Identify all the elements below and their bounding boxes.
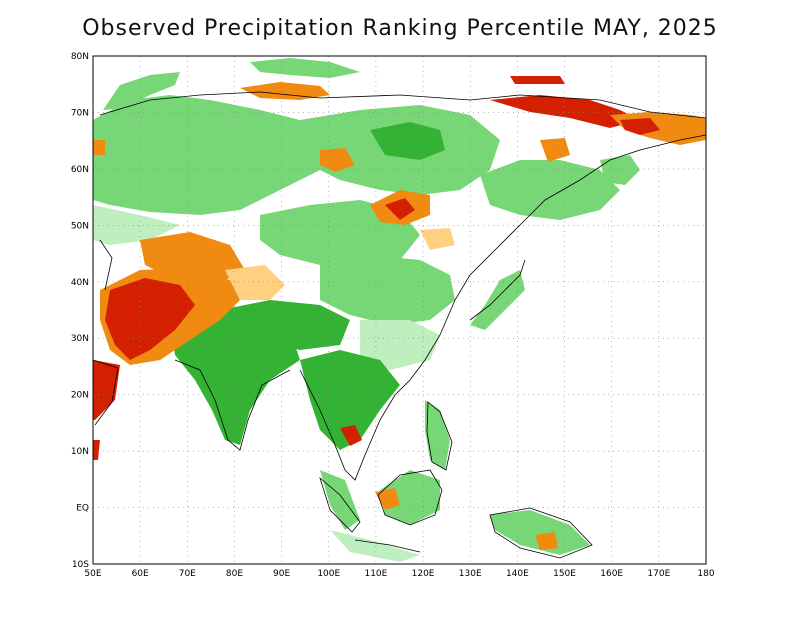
coastline-sumatra (319, 476, 361, 533)
light-wet-region-sumatra (330, 530, 420, 562)
light-wet-region-china (360, 320, 440, 370)
very-dry-region-arabia-south (93, 440, 100, 460)
longitude-tick-label: 70E (179, 569, 196, 579)
coastline-java (354, 539, 421, 553)
latitude-tick-label: 70N (71, 108, 89, 118)
coastline-caspian (99, 239, 113, 291)
wet-region-china-north (320, 255, 455, 325)
wet-region-japan (470, 270, 525, 330)
longitude-tick-label: 50E (84, 569, 101, 579)
latitude-tick-label: 60N (71, 165, 89, 175)
wet-region-maritime-se-asia (320, 470, 360, 530)
longitude-tick-labels: 50E 60E 70E 80E 90E 100E 110E 120E 130E 140E 150E 1… (84, 569, 714, 579)
latitude-tick-label: 10S (72, 560, 89, 570)
coastline-japan (469, 259, 526, 321)
very-dry-region-taymyr (510, 76, 565, 84)
coastline-indochina (299, 369, 411, 481)
very-dry-region-arabia (93, 360, 120, 420)
wet-region-borneo (380, 470, 440, 525)
wet-region-novaya (250, 58, 360, 78)
coastline-borneo (377, 469, 443, 526)
longitude-tick-label: 170E (647, 569, 670, 579)
coastline-east-siberia (519, 134, 706, 226)
very-dry-region-iran-pakistan (105, 278, 195, 360)
coastline-philippines (426, 401, 453, 471)
precipitation-fields (93, 58, 706, 562)
latitude-tick-labels: 80N 70N 60N 50N 40N 30N 20N 10N EQ 10S (71, 52, 89, 570)
dry-region-new-guinea (535, 532, 558, 550)
wet-region-philippines (425, 400, 450, 470)
dry-region-siberia-east (540, 138, 570, 162)
latitude-tick-label: 40N (71, 278, 89, 288)
very-wet-region-indochina (300, 350, 400, 450)
coastline-india (174, 359, 291, 451)
map-title: Observed Precipitation Ranking Percentil… (82, 16, 718, 41)
coastline-arabia (93, 359, 119, 426)
dry-region-borneo (375, 488, 400, 510)
dry-region-cambodia (340, 425, 362, 446)
longitude-tick-label: 120E (412, 569, 435, 579)
latitude-tick-label: 20N (71, 391, 89, 401)
light-wet-region-europe (93, 205, 180, 245)
map-frame-border (92, 55, 707, 565)
very-dry-region-arctic-east (490, 95, 640, 128)
wet-region-scandinavia (103, 72, 180, 110)
longitude-tick-label: 100E (317, 569, 340, 579)
longitude-tick-label: 90E (273, 569, 290, 579)
wet-region-new-guinea (490, 510, 590, 555)
longitude-tick-label: 130E (459, 569, 482, 579)
longitude-tick-label: 60E (132, 569, 149, 579)
wet-region-kamchatka (600, 155, 640, 185)
very-wet-region-siberia-core (370, 122, 445, 160)
coastline-china (409, 224, 521, 381)
longitude-tick-label: 150E (553, 569, 576, 579)
latitude-tick-label: 10N (71, 447, 89, 457)
latitude-tick-label: 30N (71, 334, 89, 344)
very-dry-region-mongolia-core (385, 198, 415, 220)
coastline-new-guinea (489, 507, 593, 559)
latitude-tick-label: EQ (76, 504, 89, 514)
very-wet-region-tibet (220, 300, 350, 350)
graticule (93, 56, 706, 564)
wet-region-europe-russia (93, 95, 330, 215)
wet-region-east-siberia (480, 160, 620, 220)
coastline-arctic (99, 91, 706, 119)
dry-region-west-europe (93, 140, 105, 155)
very-dry-region-chukotka (620, 118, 660, 135)
dry-region-caspian (225, 265, 285, 300)
longitude-tick-label: 180 (697, 569, 714, 579)
longitude-tick-label: 110E (364, 569, 387, 579)
dry-region-kazakhstan (140, 232, 245, 285)
coastlines (93, 91, 706, 559)
latitude-tick-label: 50N (71, 221, 89, 231)
longitude-tick-label: 160E (600, 569, 623, 579)
dry-region-north-china (420, 228, 455, 250)
latitude-tick-label: 80N (71, 52, 89, 62)
longitude-tick-label: 140E (506, 569, 529, 579)
dry-region-arctic-west (240, 82, 330, 100)
longitude-tick-label: 80E (226, 569, 243, 579)
